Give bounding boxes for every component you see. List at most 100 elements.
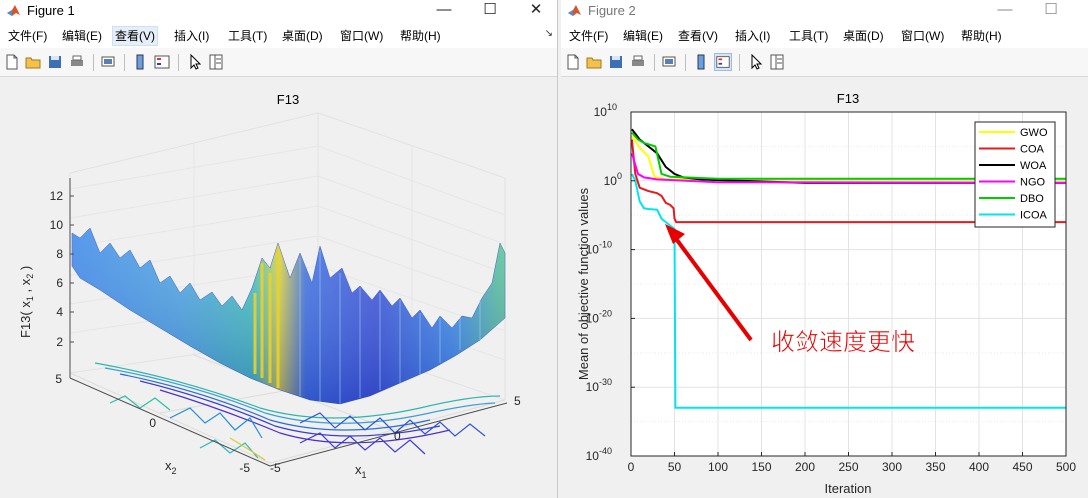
property-inspector-icon[interactable] <box>207 53 225 71</box>
figure-1-canvas: 2 4 6 8 10 12 5 0 -5 -5 0 5 F13 <box>0 78 557 498</box>
maximize-button[interactable]: ☐ <box>483 1 497 18</box>
x-tick-label: 250 <box>838 460 858 474</box>
print-icon[interactable] <box>68 53 86 71</box>
annotation-text: 收敛速度更快 <box>771 329 915 356</box>
legend-box <box>974 121 1056 228</box>
pointer-icon[interactable] <box>747 53 765 71</box>
menu-desktop[interactable]: 桌面(D) <box>282 29 323 43</box>
y-ticks: 1010 100 10-10 10-20 10-30 10-40 <box>586 102 635 463</box>
menu-help[interactable]: 帮助(H) <box>400 29 441 43</box>
x-tick-label: 50 <box>668 460 682 474</box>
x-ticks: 0 50 100 150 200 250 300 350 400 450 500 <box>628 452 1076 474</box>
menu-bar: 文件(F) 编辑(E) 查看(V) 插入(I) 工具(T) 桌面(D) 窗口(W… <box>0 22 557 48</box>
y-tick-label: 1010 <box>594 102 617 119</box>
dock-arrow-icon[interactable]: ↘ <box>544 28 553 39</box>
chart-series <box>630 128 1067 409</box>
legend-label: ICOA <box>1020 210 1048 222</box>
link-figure-icon[interactable] <box>99 53 117 71</box>
x-tick-label: 350 <box>925 460 945 474</box>
x2-tick-label: 0 <box>149 416 156 430</box>
menu-view[interactable]: 查看(V) <box>678 29 718 43</box>
colorbar-icon[interactable] <box>692 53 710 71</box>
title-bar[interactable]: Figure 1 — ☐ ✕ <box>0 0 557 22</box>
series-line-ngo <box>630 153 1067 184</box>
menu-insert[interactable]: 插入(I) <box>174 29 210 43</box>
legend-icon[interactable] <box>714 53 732 71</box>
menu-edit[interactable]: 编辑(E) <box>623 29 663 43</box>
convergence-chart[interactable]: 0 50 100 150 200 250 300 350 400 450 500 101010010… <box>561 78 1088 498</box>
window-title: Figure 2 <box>588 3 636 18</box>
menu-view[interactable]: 查看(V) <box>112 26 158 46</box>
y-tick-label: 10-40 <box>586 446 612 463</box>
colorbar-icon[interactable] <box>131 53 149 71</box>
surface-plot[interactable]: 2 4 6 8 10 12 5 0 -5 -5 0 5 F13 <box>0 78 558 498</box>
pointer-icon[interactable] <box>186 53 204 71</box>
series-line-icoa <box>631 173 1066 409</box>
print-icon[interactable] <box>629 53 647 71</box>
x1-tick-label: 5 <box>514 394 521 408</box>
menu-tools[interactable]: 工具(T) <box>228 29 268 43</box>
x-tick-label: 100 <box>708 460 728 474</box>
new-figure-icon[interactable] <box>3 53 21 71</box>
minimize-button[interactable]: — <box>997 1 1013 18</box>
save-icon[interactable] <box>46 53 64 71</box>
z-tick-label: 12 <box>50 189 64 203</box>
open-file-icon[interactable] <box>585 53 603 71</box>
menu-tools[interactable]: 工具(T) <box>789 29 829 43</box>
menu-file[interactable]: 文件(F) <box>8 29 48 43</box>
property-inspector-icon[interactable] <box>768 53 786 71</box>
x-axis-label: Iteration <box>825 481 872 496</box>
matlab-icon <box>7 5 20 16</box>
x-tick-label: 150 <box>751 460 771 474</box>
series-line-dbo <box>631 131 1066 180</box>
x2-axis-label: x2 <box>165 458 177 476</box>
window-title: Figure 1 <box>27 3 75 18</box>
z-tick-label: 10 <box>50 218 64 232</box>
y-tick-label: 10-30 <box>586 377 612 394</box>
z-tick-label: 4 <box>56 305 63 319</box>
menu-window[interactable]: 窗口(W) <box>901 29 945 43</box>
figure-1-window: Figure 1 — ☐ ✕ 文件(F) 编辑(E) 查看(V) 插入(I) 工… <box>0 0 558 498</box>
menu-bar: 文件(F) 编辑(E) 查看(V) 插入(I) 工具(T) 桌面(D) 窗口(W… <box>561 22 1088 48</box>
figure-2-canvas: 0 50 100 150 200 250 300 350 400 450 500 1010 100 10… <box>561 78 1088 498</box>
z-tick-label: 6 <box>56 276 63 290</box>
x-tick-label: 200 <box>795 460 815 474</box>
toolbar <box>561 48 1088 77</box>
menu-edit[interactable]: 编辑(E) <box>62 29 102 43</box>
title-bar[interactable]: Figure 2 — ☐ <box>561 0 1088 22</box>
x2-tick-label: -5 <box>239 461 250 475</box>
x-tick-label: 400 <box>969 460 989 474</box>
legend-label: DBO <box>1020 193 1044 205</box>
open-file-icon[interactable] <box>24 53 42 71</box>
annotation-arrow <box>665 224 753 342</box>
x1-axis-label: x1 <box>355 462 367 480</box>
series-line-coa <box>630 139 1066 224</box>
close-button[interactable]: ✕ <box>529 1 543 18</box>
y-axis-label: Mean of objective function values <box>576 187 591 380</box>
legend-label: WOA <box>1020 160 1047 172</box>
legend-label: GWO <box>1020 127 1048 139</box>
x1-tick-label: -5 <box>270 461 281 475</box>
menu-window[interactable]: 窗口(W) <box>340 29 384 43</box>
legend-label: COA <box>1020 144 1045 156</box>
y-tick-label: 10-10 <box>586 240 612 257</box>
menu-file[interactable]: 文件(F) <box>569 29 609 43</box>
legend-icon[interactable] <box>153 53 171 71</box>
plot-title: F13 <box>277 92 299 107</box>
figure-2-window: Figure 2 — ☐ 文件(F) 编辑(E) 查看(V) 插入(I) 工具(… <box>561 0 1088 498</box>
y-tick-label: 10-20 <box>586 308 612 325</box>
x-tick-label: 500 <box>1056 460 1076 474</box>
link-figure-icon[interactable] <box>660 53 678 71</box>
legend-label: NGO <box>1020 177 1046 189</box>
z-tick-label: 2 <box>56 335 63 349</box>
new-figure-icon[interactable] <box>564 53 582 71</box>
menu-desktop[interactable]: 桌面(D) <box>843 29 884 43</box>
menu-help[interactable]: 帮助(H) <box>961 29 1002 43</box>
save-icon[interactable] <box>607 53 625 71</box>
menu-insert[interactable]: 插入(I) <box>735 29 771 43</box>
x-tick-label: 300 <box>882 460 902 474</box>
z-axis-label: F13( x1 , x2 ) <box>18 266 35 338</box>
maximize-button[interactable]: ☐ <box>1044 1 1058 18</box>
minimize-button[interactable]: — <box>436 1 452 18</box>
toolbar <box>0 48 557 77</box>
